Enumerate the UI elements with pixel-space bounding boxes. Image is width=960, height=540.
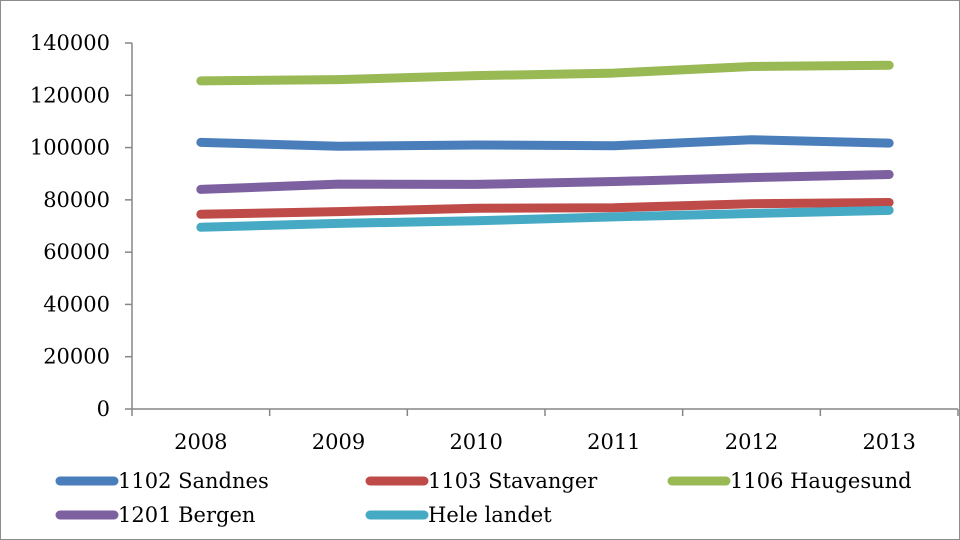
legend-item-1103-stavanger: 1103 Stavanger	[365, 469, 598, 493]
x-tick-label: 2009	[312, 430, 365, 454]
y-tick-label: 0	[97, 397, 110, 421]
y-tick-label: 140000	[30, 31, 110, 55]
legend-item-1102-sandnes: 1102 Sandnes	[55, 469, 269, 493]
series-line-1103-stavanger	[196, 197, 894, 219]
legend-item-1201-bergen: 1201 Bergen	[55, 503, 255, 527]
x-tick-label: 2011	[587, 430, 640, 454]
x-tick-label: 2013	[862, 430, 915, 454]
series-line-1102-sandnes	[196, 135, 894, 151]
x-tick-label: 2010	[449, 430, 502, 454]
x-axis-ticks: 2008 2009 2010 2011 2012 2013	[131, 409, 959, 454]
y-tick-label: 20000	[43, 345, 110, 369]
legend-label: 1103 Stavanger	[428, 469, 598, 493]
legend-label: 1106 Haugesund	[730, 469, 912, 493]
legend-label: Hele landet	[428, 503, 552, 527]
y-axis-ticks: 0 20000 40000 60000 80000 100000 120000 140000	[30, 31, 132, 421]
series-lines	[196, 60, 894, 232]
legend-item-hele-landet: Hele landet	[365, 503, 552, 527]
legend-label: 1102 Sandnes	[118, 469, 269, 493]
legend-label: 1201 Bergen	[118, 503, 255, 527]
x-tick-label: 2012	[725, 430, 778, 454]
series-line-hele-landet	[196, 205, 894, 232]
series-line-1201-bergen	[196, 169, 894, 194]
y-tick-label: 100000	[30, 136, 110, 160]
legend: 1102 Sandnes 1103 Stavanger 1106 Haugesund…	[55, 469, 912, 527]
y-tick-label: 60000	[43, 240, 110, 264]
y-tick-label: 40000	[43, 292, 110, 316]
series-line-1106-haugesund	[196, 60, 894, 86]
legend-item-1106-haugesund: 1106 Haugesund	[667, 469, 912, 493]
y-tick-label: 80000	[43, 188, 110, 212]
y-tick-label: 120000	[30, 83, 110, 107]
x-tick-label: 2008	[174, 430, 227, 454]
